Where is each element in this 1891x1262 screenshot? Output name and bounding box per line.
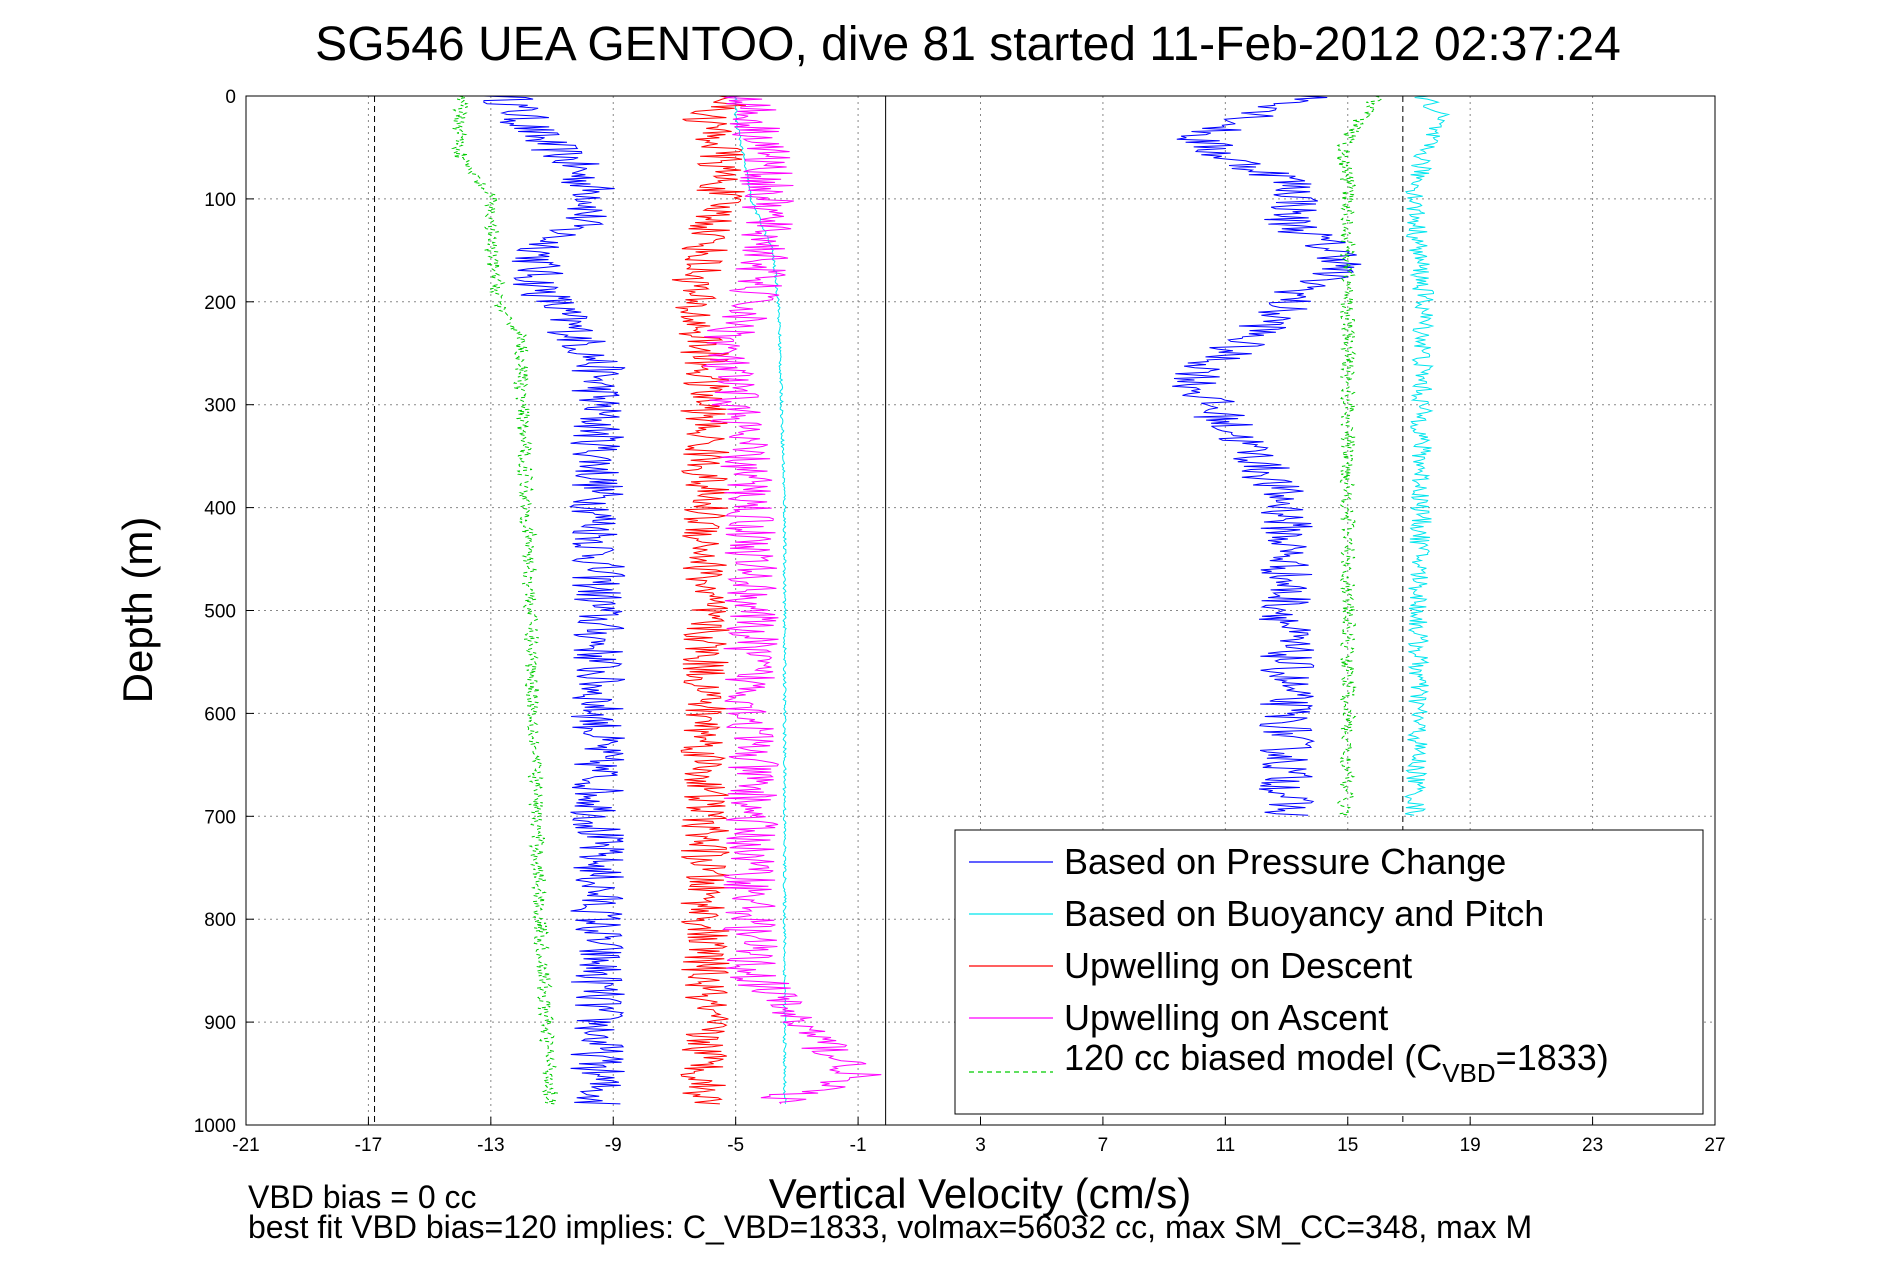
x-tick-label: -5 bbox=[727, 1135, 744, 1156]
reference-lines bbox=[374, 96, 1404, 1125]
x-tick-label: -17 bbox=[355, 1135, 382, 1156]
series-line-based-on-pressure-change bbox=[1172, 95, 1362, 816]
x-tick-label: -21 bbox=[232, 1135, 259, 1156]
series-line-upwelling-on-ascent bbox=[703, 95, 882, 1105]
y-tick-label: 300 bbox=[204, 396, 236, 417]
x-axis-label: Vertical Velocity (cm/s) bbox=[769, 1170, 1191, 1217]
y-tick-label: 1000 bbox=[194, 1116, 236, 1137]
legend-label-model-end: =1833) bbox=[1496, 1037, 1609, 1078]
chart-title: SG546 UEA GENTOO, dive 81 started 11-Feb… bbox=[315, 18, 1621, 71]
legend-box bbox=[954, 829, 1704, 1115]
y-tick-label: 600 bbox=[204, 704, 236, 725]
legend-label-model-main: 120 cc biased model (C bbox=[1064, 1037, 1442, 1078]
x-tick-label: 15 bbox=[1337, 1135, 1358, 1156]
y-tick-label: 800 bbox=[204, 910, 236, 931]
y-axis-label: Depth (m) bbox=[114, 517, 161, 704]
y-axis-ticks: 0 100 200 300 400 500 600 700 800 900 1000 bbox=[194, 87, 254, 1137]
y-tick-label: 400 bbox=[204, 499, 236, 520]
x-tick-label: 19 bbox=[1460, 1135, 1481, 1156]
y-tick-label: 100 bbox=[204, 190, 236, 211]
legend-label-descent: Upwelling on Descent bbox=[1064, 945, 1412, 986]
best-fit-note: best fit VBD bias=120 implies: C_VBD=183… bbox=[248, 1209, 1532, 1245]
x-tick-label: -1 bbox=[850, 1135, 867, 1156]
y-tick-label: 700 bbox=[204, 807, 236, 828]
x-tick-label: 11 bbox=[1215, 1135, 1235, 1156]
x-tick-label: 3 bbox=[975, 1135, 986, 1156]
legend-label-model-sub: VBD bbox=[1442, 1058, 1495, 1088]
series-line-120-cc-biased-model bbox=[1335, 95, 1382, 816]
legend-label-buoyancy: Based on Buoyancy and Pitch bbox=[1064, 893, 1544, 934]
x-tick-label: 27 bbox=[1704, 1135, 1725, 1156]
legend-label-model: 120 cc biased model (CVBD=1833) bbox=[1064, 1037, 1609, 1088]
series-line-based-on-pressure-change bbox=[483, 95, 626, 1105]
x-tick-label: 23 bbox=[1582, 1135, 1603, 1156]
series-line-upwelling-on-descent bbox=[671, 95, 746, 1105]
series-line-based-on-buoyancy-and-pitch bbox=[1403, 95, 1451, 816]
x-tick-label: -13 bbox=[477, 1135, 504, 1156]
x-tick-label: 7 bbox=[1098, 1135, 1109, 1156]
x-tick-label: -9 bbox=[605, 1135, 622, 1156]
series-line-based-on-buoyancy-and-pitch bbox=[733, 95, 787, 1105]
legend-label-pressure: Based on Pressure Change bbox=[1064, 841, 1506, 882]
series-line-120-cc-biased-model bbox=[450, 95, 559, 1105]
legend-label-ascent: Upwelling on Ascent bbox=[1064, 997, 1388, 1038]
x-axis-ticks: -21 -17 -13 -9 -5 -1 3 7 11 15 19 23 27 bbox=[232, 1117, 1726, 1156]
legend: Based on Pressure Change Based on Buoyan… bbox=[954, 829, 1704, 1115]
y-tick-label: 200 bbox=[204, 293, 236, 314]
data-series bbox=[450, 95, 1451, 1105]
y-tick-label: 0 bbox=[225, 87, 236, 108]
y-tick-label: 500 bbox=[204, 602, 236, 623]
y-tick-label: 900 bbox=[204, 1013, 236, 1034]
vbd-bias-note: VBD bias = 0 cc bbox=[248, 1179, 477, 1215]
